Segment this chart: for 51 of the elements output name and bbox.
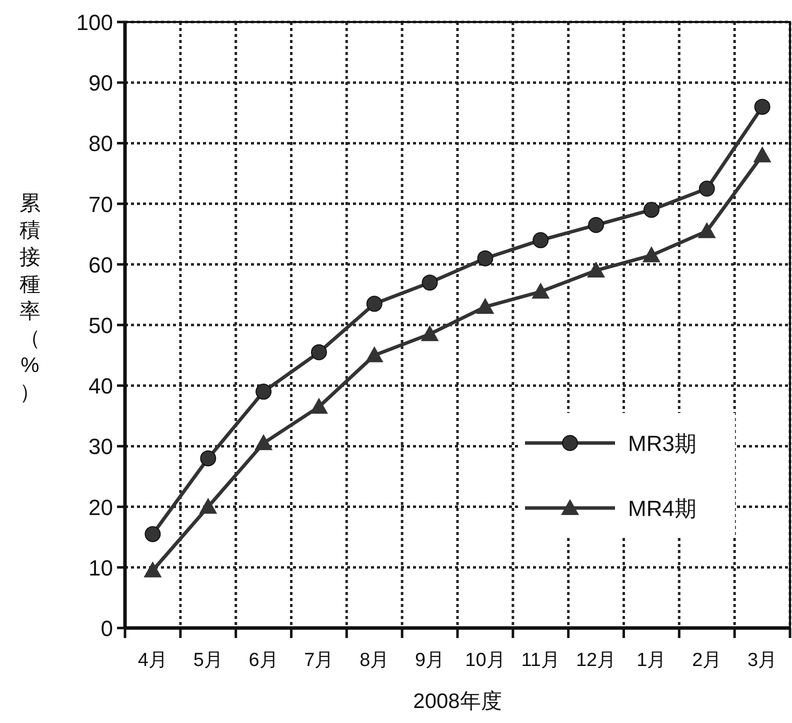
x-tick-label: 2月 [692,650,722,671]
point [310,344,327,360]
point [753,146,772,162]
x-tick-label: 12月 [576,650,616,671]
point [422,274,438,291]
y-tick-label: 0 [100,616,113,641]
point [256,384,272,400]
y-tick-label: 60 [88,252,113,278]
point [642,246,660,262]
point [200,450,216,466]
y-tick-label: 40 [88,374,113,399]
y-tick-label: 30 [88,434,113,460]
y-tick-label: 90 [88,70,113,96]
y-axis-title: 累積接種率（%） [20,192,40,404]
point [643,202,660,218]
x-tick-label: 7月 [304,650,334,671]
point [310,398,328,414]
point [532,232,549,248]
x-tick-label: 9月 [415,650,445,671]
point [587,261,606,278]
y-tick-label: 50 [88,313,113,338]
x-tick-label: 8月 [360,650,390,671]
x-axis-title: 2008年度 [413,690,502,713]
x-tick-label: 3月 [748,650,778,671]
point [365,346,384,362]
x-tick-label: 6月 [248,650,278,671]
legend-label: MR4期 [628,496,696,521]
point [476,298,494,314]
x-tick-label: 1月 [636,650,666,671]
y-tick-label: 100 [76,10,113,35]
point [366,296,382,312]
point [144,526,161,542]
x-tick-label: 5月 [193,650,223,671]
y-tick-label: 20 [88,494,113,520]
point [698,222,716,238]
point [754,98,770,115]
y-tick-label: 70 [88,192,113,217]
legend-label: MR3期 [628,431,696,456]
point [199,498,218,514]
y-tick-label: 10 [88,555,113,580]
x-tick-label: 10月 [465,650,506,671]
x-tick-label: 4月 [138,650,168,671]
point [588,217,604,234]
y-tick-label: 80 [88,131,113,156]
point [420,325,439,342]
point [254,434,273,450]
point [144,561,162,578]
point [477,250,494,266]
x-tick-label: 11月 [521,650,560,671]
point [532,282,550,299]
point [698,180,715,197]
